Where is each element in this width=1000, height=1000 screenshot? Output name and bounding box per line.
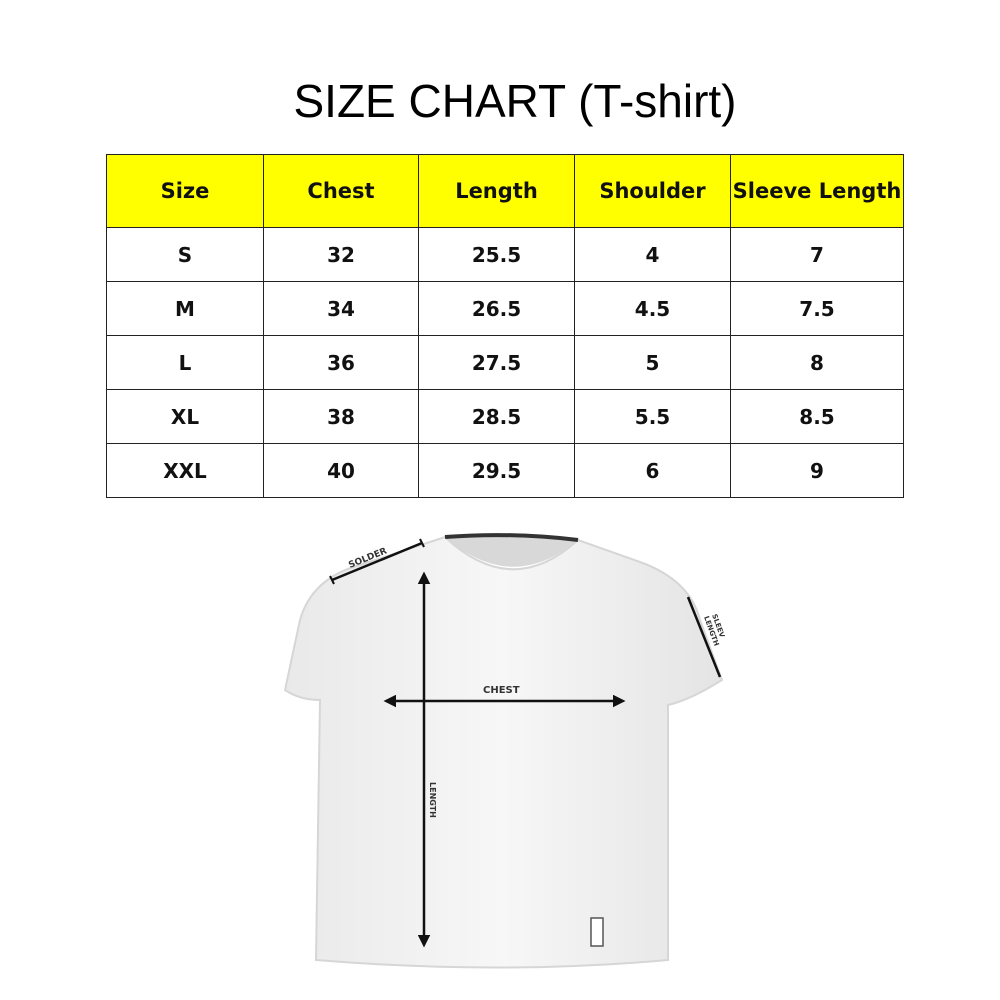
table-cell: 40 — [263, 443, 419, 498]
column-header: Length — [418, 154, 575, 228]
table-cell: 26.5 — [418, 281, 575, 336]
table-cell: XXL — [106, 443, 264, 498]
logo-tag — [590, 917, 604, 947]
table-cell: 27.5 — [418, 335, 575, 390]
table-cell: 29.5 — [418, 443, 575, 498]
table-cell: 8 — [730, 335, 904, 390]
table-row: XXL 40 29.5 6 9 — [106, 443, 904, 498]
chest-label: CHEST — [483, 685, 520, 696]
page-title: SIZE CHART (T-shirt) — [293, 75, 737, 127]
table-cell: 9 — [730, 443, 904, 498]
tshirt-shape — [283, 535, 724, 969]
table-cell: 36 — [263, 335, 419, 390]
table-row: L 36 27.5 5 8 — [106, 335, 904, 390]
table-cell: M — [106, 281, 264, 336]
size-table: Size Chest Length Shoulder Sleeve Length… — [106, 154, 904, 498]
length-label: LENGTH — [428, 782, 437, 818]
sleeve-measure-line — [686, 596, 722, 678]
table-cell: 7 — [730, 227, 904, 282]
collar — [445, 533, 578, 567]
table-cell: 25.5 — [418, 227, 575, 282]
shoulder-measure-line — [331, 541, 423, 582]
table-cell: 6 — [574, 443, 731, 498]
column-header: Sleeve Length — [730, 154, 904, 228]
table-cell: 34 — [263, 281, 419, 336]
table-cell: 5 — [574, 335, 731, 390]
column-header: Size — [106, 154, 264, 228]
table-cell: 4 — [574, 227, 731, 282]
column-header: Chest — [263, 154, 419, 228]
table-row: S 32 25.5 4 7 — [106, 227, 904, 282]
table-row: M 34 26.5 4.5 7.5 — [106, 281, 904, 336]
table-cell: XL — [106, 389, 264, 444]
table-header-row: Size Chest Length Shoulder Sleeve Length — [106, 154, 904, 228]
table-cell: 7.5 — [730, 281, 904, 336]
table-cell: S — [106, 227, 264, 282]
